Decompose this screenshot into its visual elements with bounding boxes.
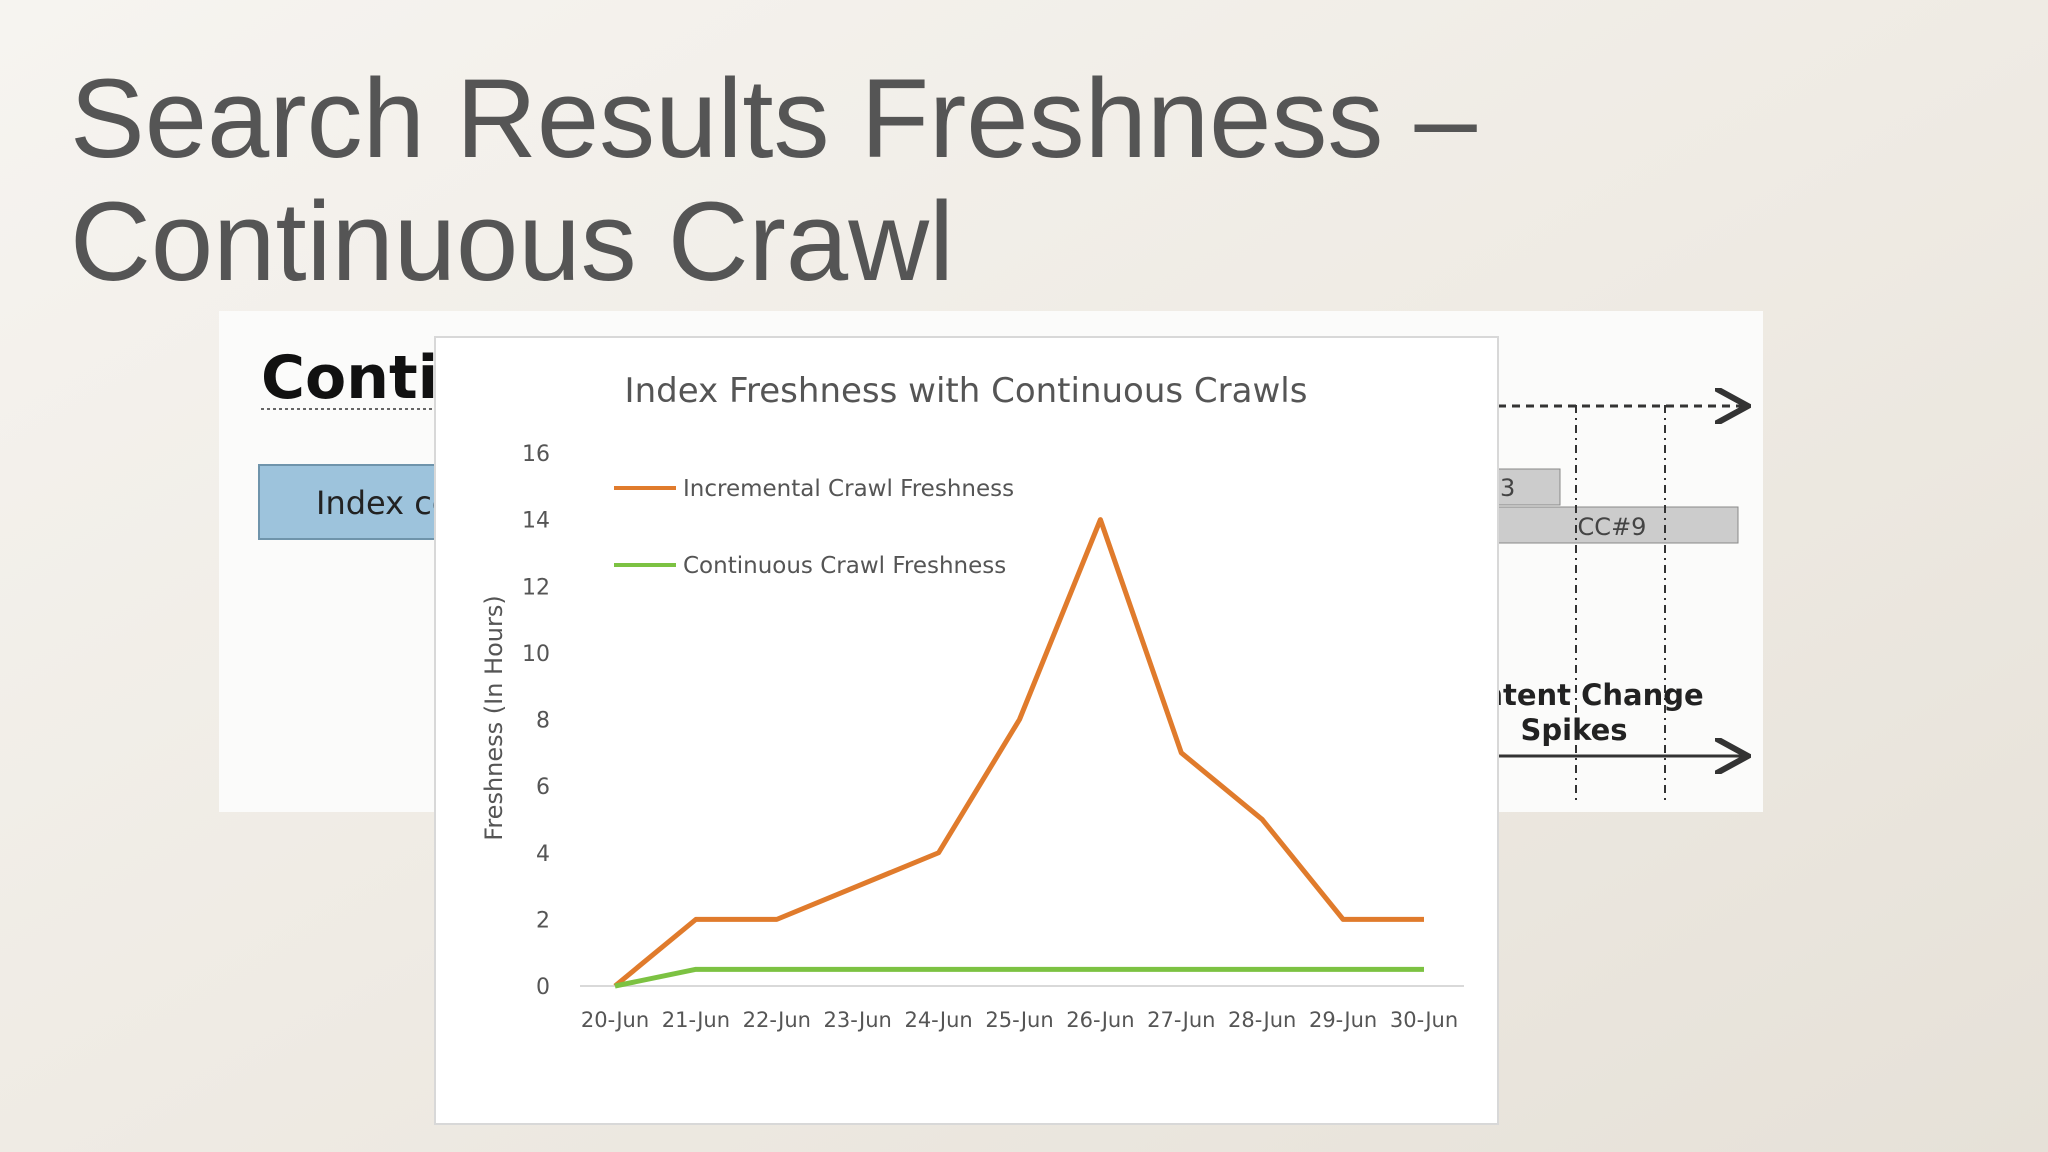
y-tick-label: 6 — [536, 775, 550, 800]
series-line — [614, 966, 1424, 989]
y-tick-label: 0 — [536, 975, 550, 1000]
diagram-box-label: Index co — [316, 484, 451, 522]
diagram-box-label: CC#9 — [1578, 513, 1647, 541]
y-tick-label: 12 — [522, 575, 550, 600]
x-tick-label: 24-Jun — [904, 1008, 972, 1032]
chart-panel — [434, 336, 1499, 1125]
slide-title: Search Results Freshness – — [70, 56, 1478, 181]
diagram-box-label: 3 — [1500, 474, 1515, 502]
y-axis-label: Freshness (In Hours) — [480, 595, 508, 840]
x-tick-label: 21-Jun — [662, 1008, 730, 1032]
diagram-caption: ntent Change — [1482, 678, 1703, 712]
x-tick-label: 25-Jun — [985, 1008, 1053, 1032]
y-tick-label: 16 — [522, 442, 550, 467]
diagram-box — [1479, 506, 1739, 544]
legend-label: Incremental Crawl Freshness — [683, 476, 1014, 502]
x-tick-label: 23-Jun — [824, 1008, 892, 1032]
diagram-heading: Conti — [261, 343, 438, 413]
x-tick-label: 28-Jun — [1228, 1008, 1296, 1032]
x-tick-label: 29-Jun — [1309, 1008, 1377, 1032]
slide-title: Continuous Crawl — [70, 179, 954, 304]
legend-label: Continuous Crawl Freshness — [683, 553, 1006, 579]
x-tick-label: 30-Jun — [1390, 1008, 1458, 1032]
x-tick-label: 27-Jun — [1147, 1008, 1215, 1032]
x-tick-label: 20-Jun — [581, 1008, 649, 1032]
chart-title: Index Freshness with Continuous Crawls — [625, 371, 1308, 411]
chart: Index Freshness with Continuous Crawls F… — [434, 336, 1499, 1125]
y-tick-label: 14 — [522, 509, 550, 534]
x-tick-label: 26-Jun — [1066, 1008, 1134, 1032]
y-tick-label: 2 — [536, 908, 550, 933]
y-tick-label: 8 — [536, 709, 550, 734]
y-tick-label: 10 — [522, 642, 550, 667]
series-line — [613, 517, 1424, 988]
diagram-caption: Spikes — [1520, 713, 1627, 747]
x-tick-label: 22-Jun — [743, 1008, 811, 1032]
y-tick-label: 4 — [536, 842, 550, 867]
